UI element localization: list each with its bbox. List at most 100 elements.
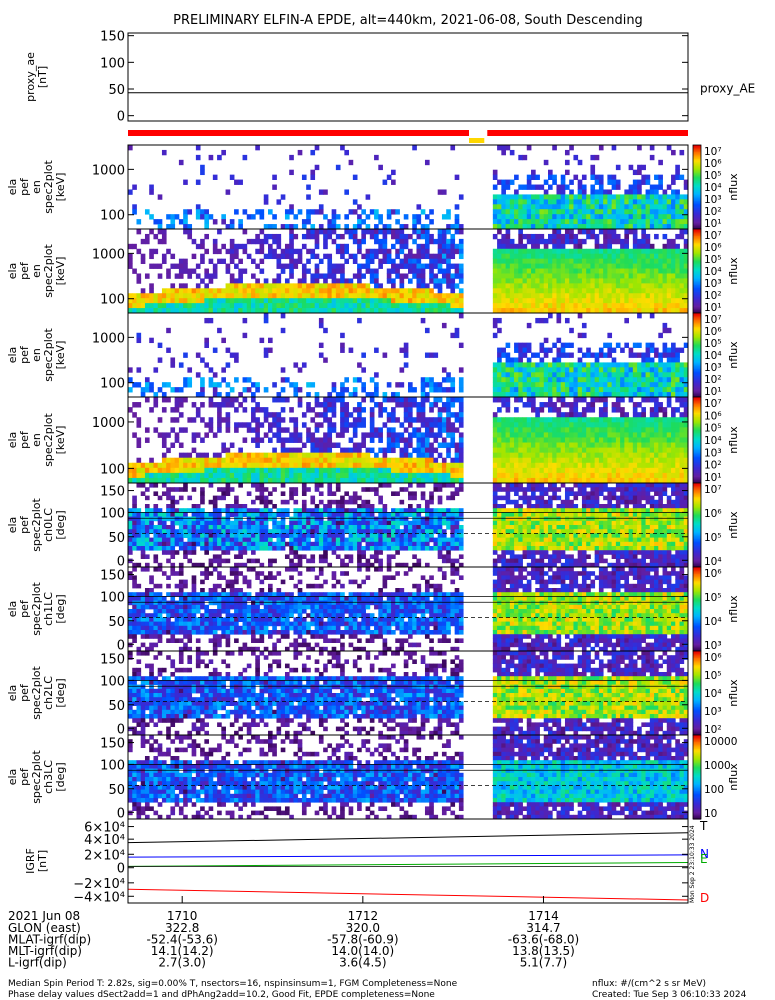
colorbar-step — [693, 205, 701, 208]
heatmap-cell — [297, 462, 303, 469]
heatmap-cell — [399, 397, 405, 403]
heatmap-cell — [259, 437, 265, 443]
heatmap-cell — [149, 525, 154, 530]
heatmap-cell — [509, 303, 515, 309]
heatmap-cell — [675, 288, 680, 294]
heatmap-cell — [607, 332, 613, 339]
heatmap-cell — [514, 263, 519, 269]
heatmap-cell — [399, 422, 405, 428]
heatmap-cell — [594, 462, 600, 469]
heatmap-cell — [170, 263, 176, 269]
heatmap-cell — [280, 268, 286, 274]
heatmap-cell — [140, 525, 146, 530]
heatmap-cell — [641, 229, 646, 235]
heatmap-cell — [225, 248, 231, 255]
heatmap-cell — [649, 313, 655, 319]
heatmap-cell — [429, 253, 434, 260]
heatmap-cell — [200, 467, 205, 474]
heatmap-cell — [671, 303, 676, 309]
heatmap-cell — [221, 477, 226, 484]
heatmap-cell — [132, 472, 137, 479]
heatmap-cell — [492, 268, 498, 274]
heatmap-cell — [268, 293, 273, 299]
heatmap-cell — [675, 209, 680, 215]
heatmap-cell — [225, 422, 231, 428]
heatmap-cell — [632, 362, 638, 368]
heatmap-cell — [598, 288, 604, 294]
heatmap-cell — [166, 347, 171, 353]
heatmap-cell — [284, 263, 290, 269]
heatmap-cell — [441, 268, 447, 274]
heatmap-cell — [671, 367, 676, 373]
heatmap-cell — [564, 209, 570, 215]
heatmap-cell — [548, 427, 553, 433]
heatmap-cell — [573, 268, 579, 274]
heatmap-cell — [204, 293, 210, 299]
heatmap-cell — [598, 347, 604, 353]
heatmap-cell — [382, 308, 388, 314]
heatmap-cell — [531, 204, 536, 210]
heatmap-cell — [632, 248, 638, 255]
heatmap-cell — [132, 529, 137, 534]
heatmap-cell — [615, 214, 621, 220]
heatmap-cell — [149, 184, 154, 190]
heatmap-cell — [594, 154, 600, 161]
heatmap-cell — [620, 194, 625, 200]
heatmap-cell — [174, 407, 180, 413]
heatmap-cell — [501, 372, 506, 378]
heatmap-cell — [586, 467, 591, 474]
heatmap-cell — [649, 189, 655, 195]
heatmap-cell — [238, 293, 243, 299]
heatmap-cell — [615, 278, 621, 284]
heatmap-cell — [564, 224, 570, 230]
heatmap-cell — [531, 472, 536, 479]
heatmap-cell — [454, 273, 460, 279]
colorbar-step — [693, 339, 701, 342]
heatmap-cell — [183, 512, 188, 517]
heatmap-cell — [501, 308, 506, 314]
heatmap-cell — [620, 392, 625, 398]
heatmap-cell — [573, 417, 579, 423]
heatmap-cell — [671, 407, 676, 413]
heatmap-cell — [251, 407, 256, 413]
heatmap-cell — [153, 504, 159, 509]
heatmap-cell — [509, 149, 515, 156]
heatmap-cell — [662, 412, 668, 418]
heatmap-cell — [136, 562, 142, 568]
heatmap-cell — [166, 248, 171, 255]
heatmap-cell — [365, 392, 371, 398]
heatmap-cell — [136, 437, 142, 443]
heatmap-cell — [399, 462, 405, 469]
heatmap-cell — [598, 273, 604, 279]
heatmap-cell — [590, 229, 596, 235]
heatmap-cell — [518, 219, 523, 225]
heatmap-cell — [518, 377, 523, 383]
heatmap-cell — [352, 293, 358, 299]
heatmap-cell — [535, 288, 540, 294]
heatmap-cell — [505, 402, 511, 408]
heatmap-cell — [611, 145, 617, 151]
heatmap-cell — [531, 278, 536, 284]
heatmap-cell — [187, 308, 193, 314]
heatmap-cell — [306, 283, 311, 289]
heatmap-cell — [497, 462, 502, 469]
heatmap-cell — [357, 248, 362, 255]
heatmap-cell — [433, 303, 439, 309]
heatmap-cell — [577, 298, 583, 304]
heatmap-cell — [518, 422, 523, 428]
heatmap-cell — [331, 407, 337, 413]
heatmap-cell — [280, 407, 286, 413]
colorbar-step — [693, 149, 701, 152]
heatmap-cell — [424, 293, 430, 299]
heatmap-cell — [365, 288, 371, 294]
heatmap-cell — [132, 243, 137, 250]
heatmap-cell — [420, 209, 426, 215]
heatmap-cell — [624, 472, 630, 479]
heatmap-cell — [217, 402, 222, 408]
heatmap-cell — [492, 397, 498, 403]
heatmap-cell — [284, 472, 290, 479]
heatmap-cell — [369, 417, 375, 423]
heatmap-cell — [310, 293, 316, 299]
colorbar-step — [693, 470, 701, 473]
heatmap-cell — [514, 288, 519, 294]
